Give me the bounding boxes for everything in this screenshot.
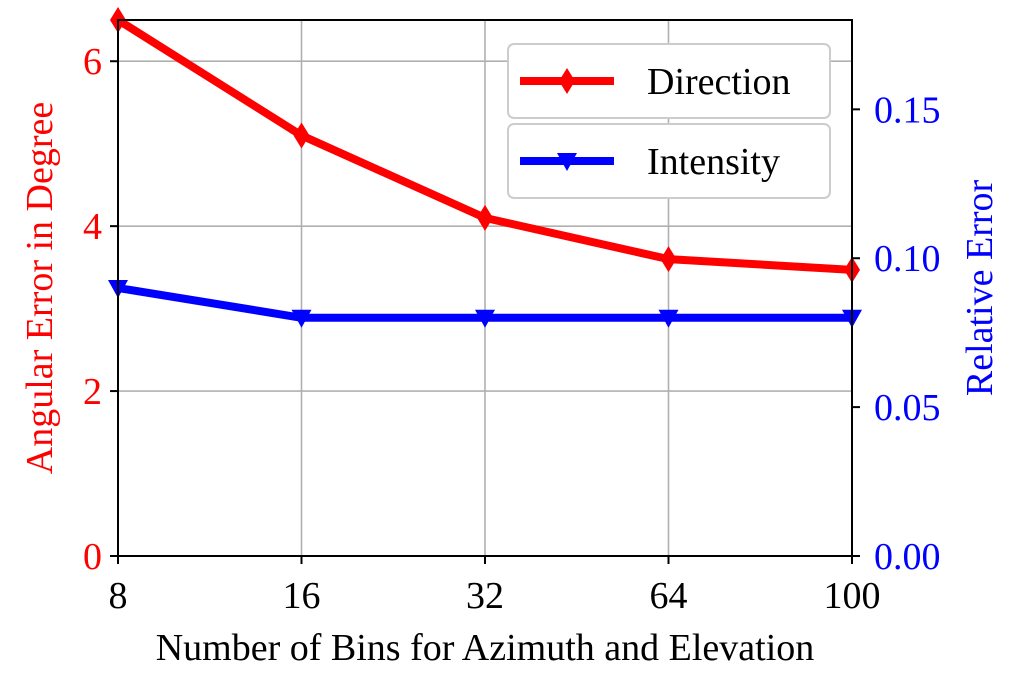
x-tick-label: 8 [109,575,128,617]
legend-label-intensity: Intensity [647,141,780,183]
legend-label-direction: Direction [647,61,791,103]
left-y-tick-label: 2 [83,371,102,413]
x-tick-label: 32 [466,575,504,617]
left-y-tick-label: 4 [83,206,102,248]
left-y-axis-label: Angular Error in Degree [19,102,61,474]
right-y-axis-label: Relative Error [959,180,1001,397]
right-y-tick-label: 0.15 [874,89,941,131]
legend: Direction Intensity [507,43,831,199]
left-y-tick-label: 6 [83,41,102,83]
x-tick-label: 16 [283,575,321,617]
data-point-intensity [658,309,679,328]
series-layer [108,7,862,328]
right-y-tick-label: 0.00 [874,536,941,578]
right-y-tick-label: 0.10 [874,238,941,280]
legend-box-intensity [507,123,831,199]
legend-box-direction [507,43,831,119]
x-axis-label: Number of Bins for Azimuth and Elevation [156,627,815,669]
data-point-intensity [291,309,312,328]
x-tick-label: 100 [824,575,881,617]
data-point-direction [477,204,493,231]
left-y-tick-label: 0 [83,536,102,578]
legend-marker-direction [559,68,575,94]
legend-marker-intensity [557,153,577,171]
data-point-direction [293,122,310,149]
x-tick-label: 64 [650,575,688,617]
data-point-intensity [475,309,495,328]
right-y-tick-label: 0.05 [874,387,941,429]
data-point-direction [660,246,677,273]
tick-layer: 8 16 32 64 100 0 2 4 6 0.00 0.05 0.10 0.15 [83,41,941,617]
